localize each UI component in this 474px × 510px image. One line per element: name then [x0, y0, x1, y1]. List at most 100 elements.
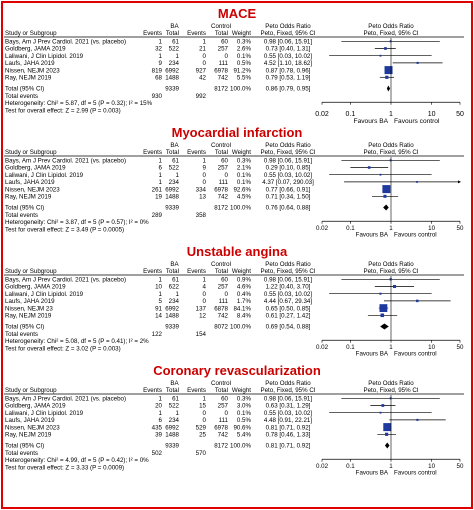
section-3-favours-right: Favours control [394, 351, 437, 358]
section-3-row-3-c-total: 0 [225, 291, 229, 298]
section-1-row-2-ci: 0.73 [0.40, 1.31] [266, 46, 311, 53]
section-3-header-control: Control [211, 261, 231, 268]
section-1-tick-label-2: 0.1 [346, 111, 356, 118]
section-4-row-3-ci: 0.55 [0.03, 10.02] [264, 410, 312, 417]
section-2-tick-label-3: 1 [389, 225, 393, 232]
section-3-row-4-ba-total: 234 [169, 298, 180, 305]
section-2-row-2-c-events: 9 [203, 165, 207, 172]
section-4-header-plot: Peto Odds Ratio [368, 380, 414, 387]
section-1-row-4-ci: 4.52 [1.10, 18.62] [264, 60, 312, 67]
section-2-row-5-ba-events: 261 [152, 186, 163, 193]
section-1-row-3-study: Laliwani, J Clin Lipidol. 2019 [5, 53, 84, 60]
section-3-row-2-ba-events: 10 [155, 284, 162, 291]
section-4-row-6-c-total: 742 [218, 432, 229, 439]
section-2-row-6-ba-events: 19 [155, 194, 162, 201]
section-4-row-5-weight: 90.6% [233, 424, 251, 431]
section-1-header-c-events: Events [187, 30, 206, 37]
section-2-row-5-weight-marker [382, 185, 391, 194]
section-2-row-5-ba-total: 6992 [165, 186, 179, 193]
section-4-row-1-c-total: 60 [221, 396, 228, 403]
section-3-events-label: Total events [5, 331, 38, 338]
section-2-row-5-c-events: 334 [196, 186, 207, 193]
section-2-row-1-ci: 0.98 [0.06, 15.91] [264, 158, 312, 165]
section-3-row-6-ba-events: 14 [155, 313, 162, 320]
section-3-row-5-study: Nissen, NEJM 23 [5, 305, 53, 312]
section-3-row-2-study: Goldberg, JAMA 2019 [5, 284, 66, 291]
section-4-row-4-c-total: 111 [219, 417, 229, 424]
section-3-total-label: Total (95% CI) [5, 324, 44, 331]
section-2-row-6-weight: 4.5% [237, 194, 252, 201]
section-4-row-2-study: Goldberg, JAMA 2019 [5, 403, 66, 410]
section-4-row-2-c-total: 257 [218, 403, 229, 410]
section-4-row-1-weight: 0.3% [237, 396, 252, 403]
section-3-title: Unstable angina [187, 244, 288, 259]
section-3-header-c-events: Events [187, 268, 206, 275]
section-3-row-3-c-events: 0 [203, 291, 207, 298]
section-1-row-2-c-total: 257 [218, 46, 229, 53]
section-1-row-2-ba-total: 522 [169, 46, 180, 53]
section-3-row-5-weight: 84.1% [233, 305, 251, 312]
section-4-tick-label-2: 0.1 [346, 463, 355, 470]
section-4-header-ba-events: Events [143, 387, 162, 394]
section-1-header-ba: BA [170, 23, 179, 30]
section-2-heterogeneity: Heterogeneity: Chi² = 3.87, df = 5 (P = … [5, 219, 149, 226]
section-4-row-4-weight-marker [416, 418, 419, 421]
section-1-row-3-weight: 0.1% [237, 53, 252, 60]
section-1-tick-label-5: 50 [456, 111, 464, 118]
section-2-row-2-c-total: 257 [218, 165, 229, 172]
section-4-total-diamond [384, 442, 390, 449]
section-3-row-4-c-total: 111 [219, 298, 229, 305]
section-3-row-3-ba-events: 1 [159, 291, 163, 298]
section-2-total-ba: 9339 [165, 205, 179, 212]
section-1-row-2-study: Goldberg, JAMA 2019 [5, 46, 66, 53]
section-1-row-3-ci: 0.55 [0.03, 10.02] [264, 53, 312, 60]
section-4-tick-label-4: 10 [428, 463, 435, 470]
section-2-row-5-ci: 0.77 [0.66, 0.91] [266, 186, 311, 193]
section-2-row-5-c-total: 6978 [214, 186, 228, 193]
section-3-row-2-weight: 4.6% [237, 284, 252, 291]
section-3-row-6-weight: 8.4% [237, 313, 252, 320]
section-1-row-4-c-events: 0 [203, 60, 207, 67]
section-4-row-6-c-events: 25 [199, 432, 206, 439]
section-1-total-weight: 100.0% [230, 86, 251, 93]
section-4-row-6-weight: 5.4% [237, 432, 252, 439]
section-3-row-3-ba-total: 1 [176, 291, 180, 298]
section-2-header-weight: Weight [232, 149, 251, 156]
section-3-header-or: Peto Odds Ratio [265, 261, 311, 268]
section-2-row-1-study: Bays, Am J Prev Cardiol. 2021 (vs. place… [5, 158, 126, 165]
section-2-row-4-arrow-icon [458, 180, 461, 184]
section-2-row-5-weight: 92.6% [233, 186, 251, 193]
section-2-header-ba-total: Total [166, 149, 179, 156]
section-4-total-ba: 9339 [165, 443, 179, 450]
section-1-row-1-study: Bays, Am J Prev Cardiol. 2021 (vs. place… [5, 39, 126, 46]
section-4-row-2-weight: 3.0% [237, 403, 252, 410]
section-4-row-2-ba-events: 20 [155, 403, 162, 410]
section-1-row-5-weight-marker [384, 66, 393, 75]
section-4-header-study: Study or Subgroup [5, 387, 57, 394]
section-2-row-6-ba-total: 1488 [165, 194, 179, 201]
section-2-header-control: Control [211, 142, 231, 149]
section-1-total-label: Total (95% CI) [5, 86, 44, 93]
section-2-tick-label-2: 0.1 [346, 225, 355, 232]
section-1-row-4-c-total: 111 [219, 60, 229, 67]
section-2-total-weight: 100.0% [230, 205, 251, 212]
section-4-header-ba: BA [170, 380, 179, 387]
section-4-row-3-weight: 0.1% [237, 410, 252, 417]
section-2-events-ba: 289 [152, 212, 163, 219]
section-4-tick-label-3: 1 [389, 463, 393, 470]
section-1-row-6-ci: 0.79 [0.53, 1.19] [266, 75, 311, 82]
section-3-favours-left: Favours BA [356, 351, 389, 358]
section-1-row-5-c-total: 6978 [214, 67, 228, 74]
section-3-header-plot: Peto Odds Ratio [368, 261, 414, 268]
section-1-tick-label-4: 10 [428, 111, 436, 118]
section-1-favours-left: Favours BA [354, 118, 389, 125]
section-2-row-1-weight-marker [389, 159, 392, 162]
section-4-row-5-c-total: 6978 [214, 424, 228, 431]
section-3-overall-effect: Test for overall effect: Z = 3.02 (P = 0… [5, 345, 121, 352]
section-2-row-2-study: Goldberg, JAMA 2019 [5, 165, 66, 172]
section-3-header-plot-ci: Peto, Fixed, 95% CI [363, 268, 418, 275]
section-1-row-5-study: Nissen, NEJM 2023 [5, 67, 60, 74]
section-2-row-4-weight: 0.1% [237, 179, 252, 186]
section-4-row-4-ba-total: 234 [169, 417, 180, 424]
section-4-row-3-weight-marker [379, 411, 382, 414]
